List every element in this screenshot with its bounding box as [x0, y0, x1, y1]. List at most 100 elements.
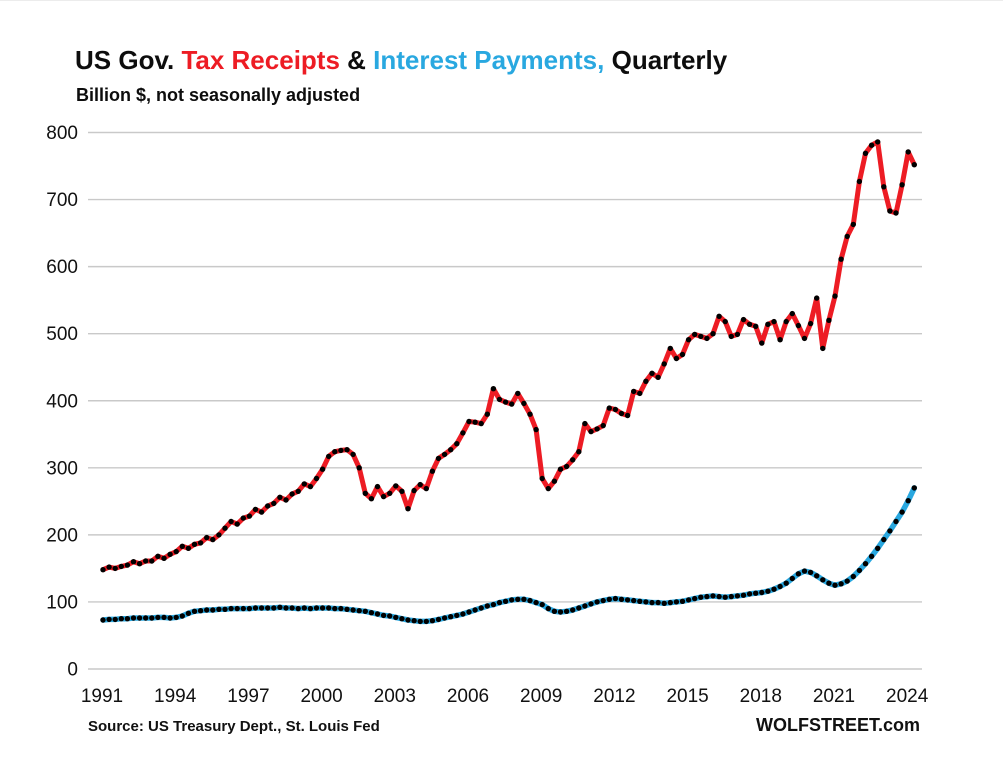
data-point-marker — [820, 577, 826, 583]
data-point-marker — [868, 553, 875, 559]
data-point-marker — [887, 208, 893, 214]
data-point-marker — [271, 500, 277, 507]
data-point-marker — [905, 498, 911, 504]
y-tick-label-600: 600 — [46, 257, 78, 278]
data-point-marker — [606, 405, 612, 411]
data-point-marker — [728, 333, 734, 340]
x-tick-label-1991: 1991 — [81, 686, 123, 707]
data-point-marker — [502, 399, 509, 405]
x-tick-label-2006: 2006 — [447, 686, 489, 707]
data-point-marker — [417, 618, 423, 625]
data-point-marker — [179, 543, 185, 549]
data-point-marker — [210, 536, 216, 543]
data-point-marker — [197, 540, 204, 546]
data-point-marker — [338, 605, 344, 612]
data-point-marker — [191, 608, 198, 614]
data-point-marker — [240, 515, 246, 521]
data-point-marker — [216, 532, 222, 538]
data-point-marker — [667, 599, 673, 606]
series-line-tax-receipts — [100, 139, 917, 573]
data-point-marker — [832, 293, 838, 299]
data-point-marker — [716, 313, 722, 319]
y-tick-label-800: 800 — [46, 123, 78, 144]
data-point-marker — [685, 597, 692, 603]
data-point-marker — [679, 351, 686, 358]
data-point-marker — [204, 534, 210, 541]
data-point-marker — [545, 485, 551, 492]
data-point-marker — [478, 420, 484, 427]
data-point-marker — [222, 606, 228, 612]
data-point-marker — [655, 374, 661, 380]
data-point-marker — [313, 605, 320, 611]
data-point-marker — [521, 596, 527, 602]
data-point-marker — [746, 321, 753, 327]
data-point-marker — [649, 599, 655, 606]
data-point-marker — [618, 410, 625, 417]
data-point-marker — [143, 558, 149, 564]
data-point-marker — [234, 605, 240, 612]
data-point-marker — [417, 481, 423, 488]
title-ampersand: & — [339, 45, 374, 75]
data-point-marker — [454, 612, 460, 619]
data-point-marker — [362, 490, 368, 496]
data-point-marker — [252, 605, 259, 611]
data-point-marker — [161, 614, 167, 621]
data-point-marker — [100, 567, 106, 573]
data-point-marker — [637, 598, 643, 604]
data-point-marker — [911, 162, 917, 168]
data-point-marker — [624, 597, 631, 603]
data-point-marker — [521, 400, 527, 407]
data-point-marker — [124, 616, 131, 622]
x-tick-label-1994: 1994 — [154, 686, 197, 707]
data-point-marker — [576, 449, 582, 455]
data-point-marker — [655, 599, 661, 606]
data-point-marker — [252, 506, 259, 513]
data-point-marker — [557, 466, 564, 472]
data-point-marker — [265, 503, 271, 509]
data-point-marker — [228, 518, 234, 525]
data-point-marker — [484, 411, 490, 417]
data-point-marker — [271, 605, 277, 611]
data-point-marker — [905, 149, 911, 155]
data-point-marker — [441, 615, 448, 621]
x-tick-label-2015: 2015 — [666, 686, 708, 707]
data-point-marker — [771, 318, 777, 325]
data-point-marker — [783, 318, 789, 325]
data-point-marker — [612, 406, 619, 413]
data-point-marker — [801, 335, 808, 342]
wolfstreet-watermark: WOLFSTREET.com — [755, 715, 920, 735]
data-point-marker — [362, 608, 368, 614]
data-point-marker — [509, 597, 515, 603]
data-point-marker — [289, 605, 295, 611]
data-point-marker — [612, 595, 619, 602]
data-point-marker — [753, 590, 759, 596]
chart-title: US Gov. Tax Receipts & Interest Payments… — [75, 45, 727, 76]
data-point-marker — [155, 614, 161, 621]
data-point-marker — [563, 608, 570, 614]
data-point-marker — [582, 603, 588, 609]
data-point-marker — [820, 345, 826, 352]
data-point-marker — [551, 608, 558, 614]
data-point-marker — [777, 583, 783, 590]
data-point-marker — [106, 564, 112, 570]
data-point-marker — [631, 597, 637, 604]
data-point-marker — [368, 496, 375, 502]
data-point-marker — [350, 607, 356, 613]
data-point-marker — [826, 580, 832, 586]
data-point-marker — [429, 468, 436, 474]
data-point-marker — [661, 600, 667, 606]
data-point-marker — [301, 605, 307, 611]
x-tick-label-2012: 2012 — [593, 686, 635, 707]
data-point-marker — [844, 233, 850, 240]
data-point-marker — [118, 616, 125, 622]
data-point-marker — [875, 545, 881, 551]
y-tick-label-500: 500 — [46, 324, 78, 345]
data-point-marker — [136, 561, 143, 567]
data-point-marker — [814, 573, 820, 579]
data-point-marker — [868, 142, 875, 148]
data-point-marker — [173, 548, 179, 555]
y-tick-label-400: 400 — [46, 391, 78, 412]
data-point-marker — [496, 396, 503, 403]
data-point-marker — [789, 575, 795, 582]
data-point-marker — [588, 601, 594, 607]
